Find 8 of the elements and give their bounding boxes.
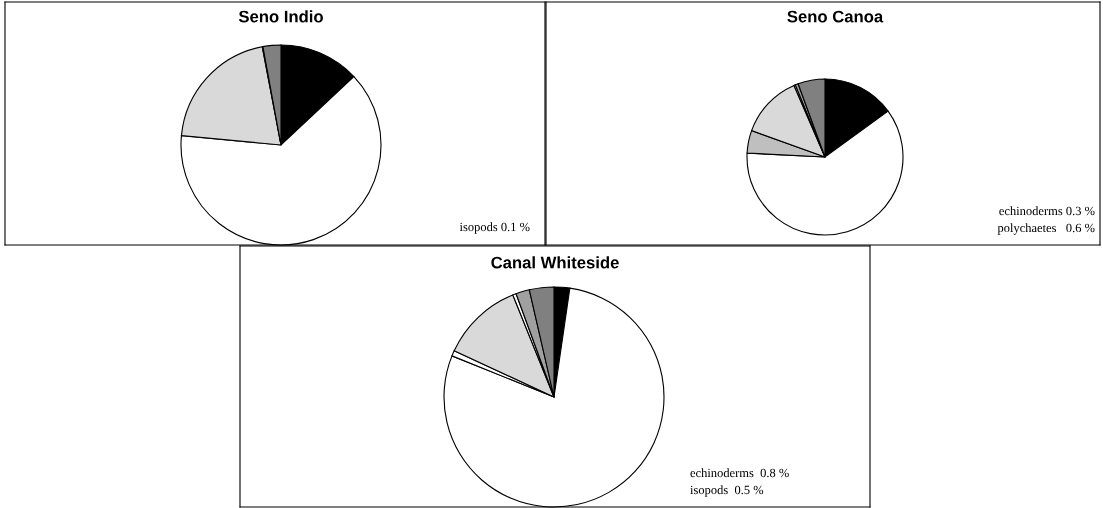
text: isopods 0.1 % xyxy=(459,222,530,234)
text: isopods 0.5 % xyxy=(690,485,764,497)
text: echinoderms 0.8 % xyxy=(690,468,789,478)
chart-title: Seno Canoa xyxy=(787,10,884,23)
chart-title: Seno Indio xyxy=(238,10,323,23)
text: echinoderms 0.3 % xyxy=(999,206,1095,216)
text: polychaetes 0.6 % xyxy=(997,223,1095,235)
chart-title: Canal Whiteside xyxy=(491,256,619,269)
